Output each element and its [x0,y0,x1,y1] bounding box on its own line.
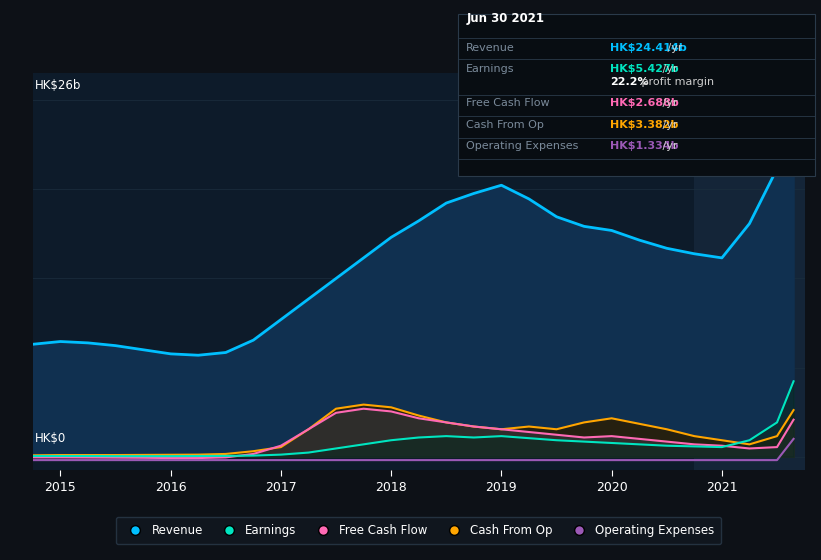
Text: Jun 30 2021: Jun 30 2021 [466,12,544,25]
Text: HK$1.334b: HK$1.334b [610,141,678,151]
Text: /yr: /yr [664,43,683,53]
Text: Free Cash Flow: Free Cash Flow [466,99,550,109]
Text: /yr: /yr [659,99,677,109]
Bar [695,73,805,470]
Text: HK$2.688b: HK$2.688b [610,99,679,109]
Text: profit margin: profit margin [638,77,713,87]
Legend: Revenue, Earnings, Free Cash Flow, Cash From Op, Operating Expenses: Revenue, Earnings, Free Cash Flow, Cash … [116,517,722,544]
Text: /yr: /yr [659,64,677,74]
Text: HK$3.382b: HK$3.382b [610,120,678,130]
Text: /yr: /yr [659,120,677,130]
Text: /yr: /yr [659,141,677,151]
Text: 22.2%: 22.2% [610,77,649,87]
Text: HK$5.427b: HK$5.427b [610,64,679,74]
Text: Operating Expenses: Operating Expenses [466,141,579,151]
Text: HK$24.414b: HK$24.414b [610,43,686,53]
Text: HK$26b: HK$26b [35,79,81,92]
Text: Cash From Op: Cash From Op [466,120,544,130]
Text: Revenue: Revenue [466,43,515,53]
Text: Earnings: Earnings [466,64,515,74]
Text: HK$0: HK$0 [35,432,67,445]
